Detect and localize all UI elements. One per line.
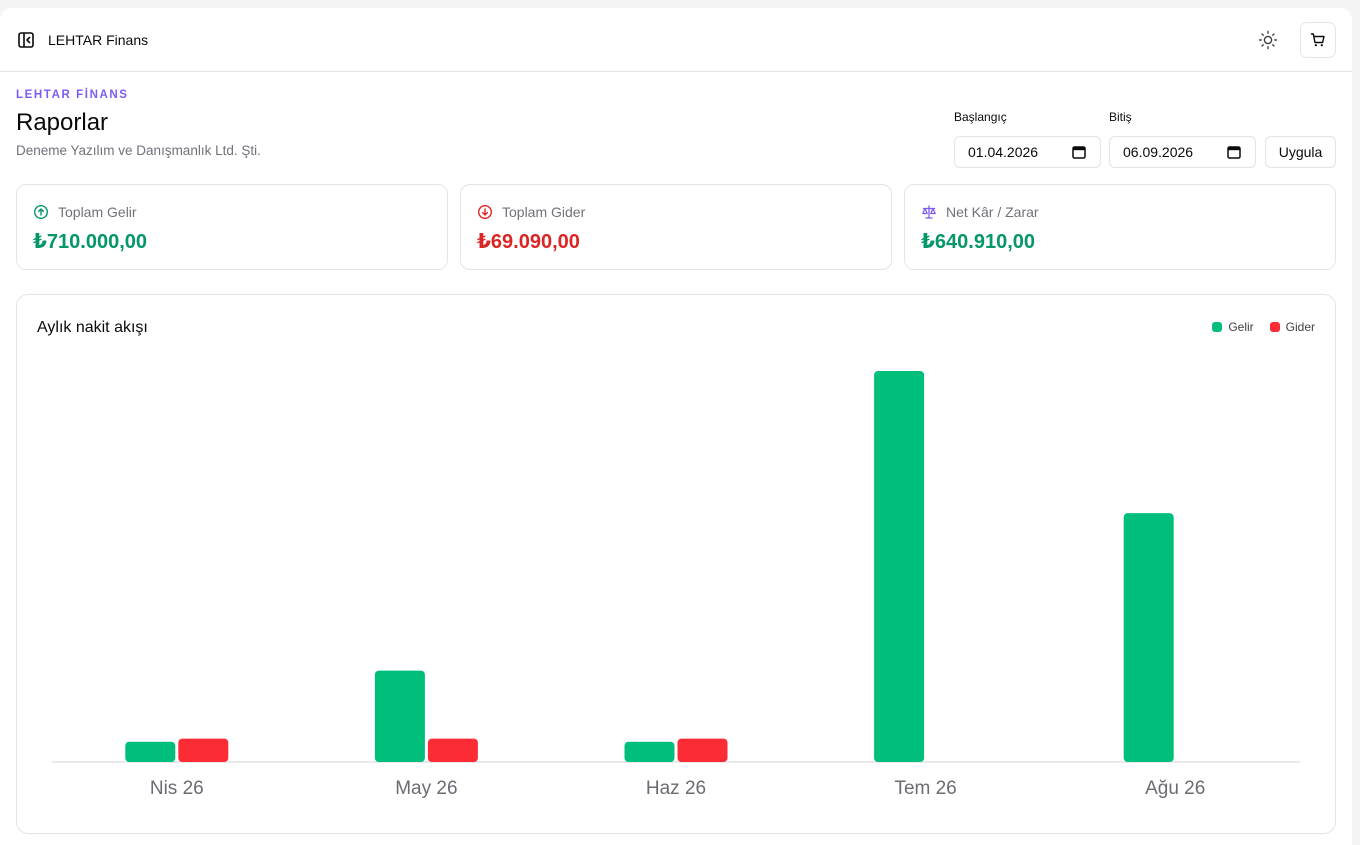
scale-icon [922,205,936,219]
bar-expense[interactable] [178,738,229,762]
legend-item-expense[interactable]: Gider [1269,320,1315,334]
arrow-down-circle-icon [477,204,493,220]
bar-income[interactable] [624,741,675,762]
chart-title: Aylık nakit akışı [37,319,148,336]
chart-legend: Gelir Gider [1212,320,1315,334]
start-date-value: 01.04.2026 [968,144,1039,160]
kpi-card-net: Net Kâr / Zarar ₺640.910,00 [904,184,1336,270]
bar-income[interactable] [125,741,176,762]
start-date-input[interactable]: 01.04.2026 [954,136,1101,168]
x-tick-label: Ağu 26 [1145,778,1205,799]
cart-button[interactable] [1300,22,1336,58]
bar-income[interactable] [1123,513,1174,762]
bar-expense[interactable] [677,738,728,762]
shopping-cart-icon [1310,33,1325,47]
kpi-label: Toplam Gider [502,204,586,220]
page-eyebrow: LEHTAR FİNANS [16,89,129,101]
end-date-value: 06.09.2026 [1123,144,1194,160]
x-tick-label: Haz 26 [646,778,706,799]
calendar-icon[interactable] [1071,144,1087,160]
kpi-value: ₺69.090,00 [477,231,580,253]
kpi-value: ₺710.000,00 [33,231,148,253]
legend-item-income[interactable]: Gelir [1212,320,1254,334]
cash-flow-chart-card: Nis 26 May 26 Haz 26 Tem 26 Ağu 26 Aylık nak… [16,294,1336,834]
kpi-card-income: Toplam Gelir ₺710.000,00 [16,184,448,270]
arrow-up-circle-icon [33,204,49,220]
kpi-card-expense: Toplam Gider ₺69.090,00 [460,184,892,270]
apply-button[interactable]: Uygula [1265,136,1336,168]
bar-income[interactable] [374,670,425,762]
end-date-label: Bitiş [1109,110,1132,124]
panel-left-icon[interactable] [16,30,36,50]
start-date-label: Başlangıç [954,110,1007,124]
legend-swatch [1269,322,1280,332]
x-tick-label: May 26 [395,778,457,799]
x-tick-label: Tem 26 [894,778,956,799]
kpi-label: Net Kâr / Zarar [946,204,1039,220]
cash-flow-chart: Nis 26 May 26 Haz 26 Tem 26 Ağu 26 [52,371,1300,799]
sun-icon[interactable] [1256,28,1280,52]
bar-income[interactable] [874,371,925,762]
legend-label: Gelir [1228,320,1254,334]
kpi-value: ₺640.910,00 [921,231,1036,253]
legend-label: Gider [1285,320,1315,334]
company-name: Deneme Yazılım ve Danışmanlık Ltd. Şti. [16,143,261,158]
legend-swatch [1212,322,1223,332]
bar-expense[interactable] [427,738,478,762]
page-title: Raporlar [16,109,109,136]
top-bar: LEHTAR Finans [0,8,1352,72]
kpi-label: Toplam Gelir [58,204,137,220]
app-title: LEHTAR Finans [48,32,149,48]
x-tick-label: Nis 26 [150,778,204,799]
calendar-icon[interactable] [1226,144,1242,160]
app-frame: LEHTAR Finans LEHTAR FİNANS Raporlar Den… [0,8,1352,845]
end-date-input[interactable]: 06.09.2026 [1109,136,1256,168]
